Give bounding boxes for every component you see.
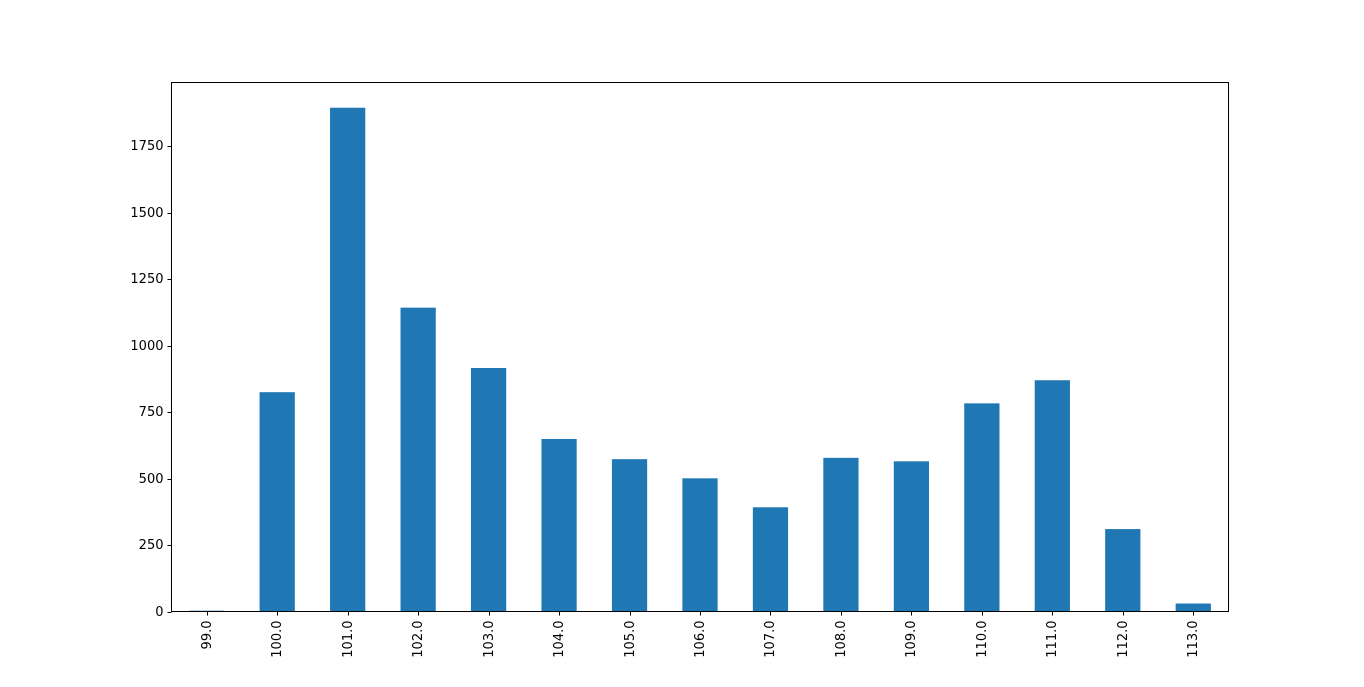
y-tick-label: 1250: [130, 272, 163, 287]
bar-100.0: [259, 392, 295, 612]
bar-113.0: [1175, 603, 1211, 612]
bar-109.0: [893, 461, 930, 612]
bar-102.0: [400, 307, 436, 612]
bar-111.0: [1034, 380, 1070, 612]
bar-112.0: [1105, 529, 1141, 612]
plot-frame: [171, 82, 1229, 612]
x-tick-label: 113.0: [1186, 621, 1201, 658]
x-tick-label: 110.0: [975, 621, 990, 658]
bar-104.0: [541, 438, 577, 612]
y-tick-label: 1500: [130, 206, 163, 221]
x-tick-label: 104.0: [552, 621, 567, 658]
y-tick-label: 500: [139, 472, 164, 487]
bar-106.0: [682, 478, 718, 612]
x-tick-label: 100.0: [270, 621, 285, 658]
y-tick-label: 250: [139, 538, 164, 553]
x-tick-label: 106.0: [693, 621, 708, 658]
x-tick-label: 99.0: [200, 621, 215, 650]
x-tick-label: 102.0: [411, 621, 426, 658]
x-tick-label: 112.0: [1116, 621, 1131, 658]
bar-103.0: [470, 368, 507, 612]
x-tick-label: 105.0: [623, 621, 638, 658]
y-tick-label: 1000: [130, 339, 163, 354]
x-tick-label: 103.0: [482, 621, 497, 658]
y-tick-label: 0: [155, 605, 163, 620]
x-axis: 99.0 100.0 101.0 102.0 103.0 104.0 105.0 106.0 1…: [200, 611, 1201, 658]
x-tick-label: 101.0: [341, 621, 356, 658]
bars-group: [189, 107, 1211, 612]
y-axis: 0 250 500 750 1000 1250 1500 1750: [130, 139, 172, 620]
bar-107.0: [752, 507, 789, 612]
x-tick-label: 111.0: [1045, 621, 1060, 658]
bar-110.0: [964, 403, 1000, 612]
x-tick-label: 109.0: [904, 621, 919, 658]
x-tick-label: 108.0: [834, 621, 849, 658]
x-tick-label: 107.0: [763, 621, 778, 658]
bar-101.0: [330, 107, 366, 612]
y-tick-label: 1750: [130, 139, 163, 154]
bar-105.0: [611, 459, 648, 612]
y-tick-label: 750: [139, 405, 164, 420]
bar-108.0: [823, 457, 859, 612]
